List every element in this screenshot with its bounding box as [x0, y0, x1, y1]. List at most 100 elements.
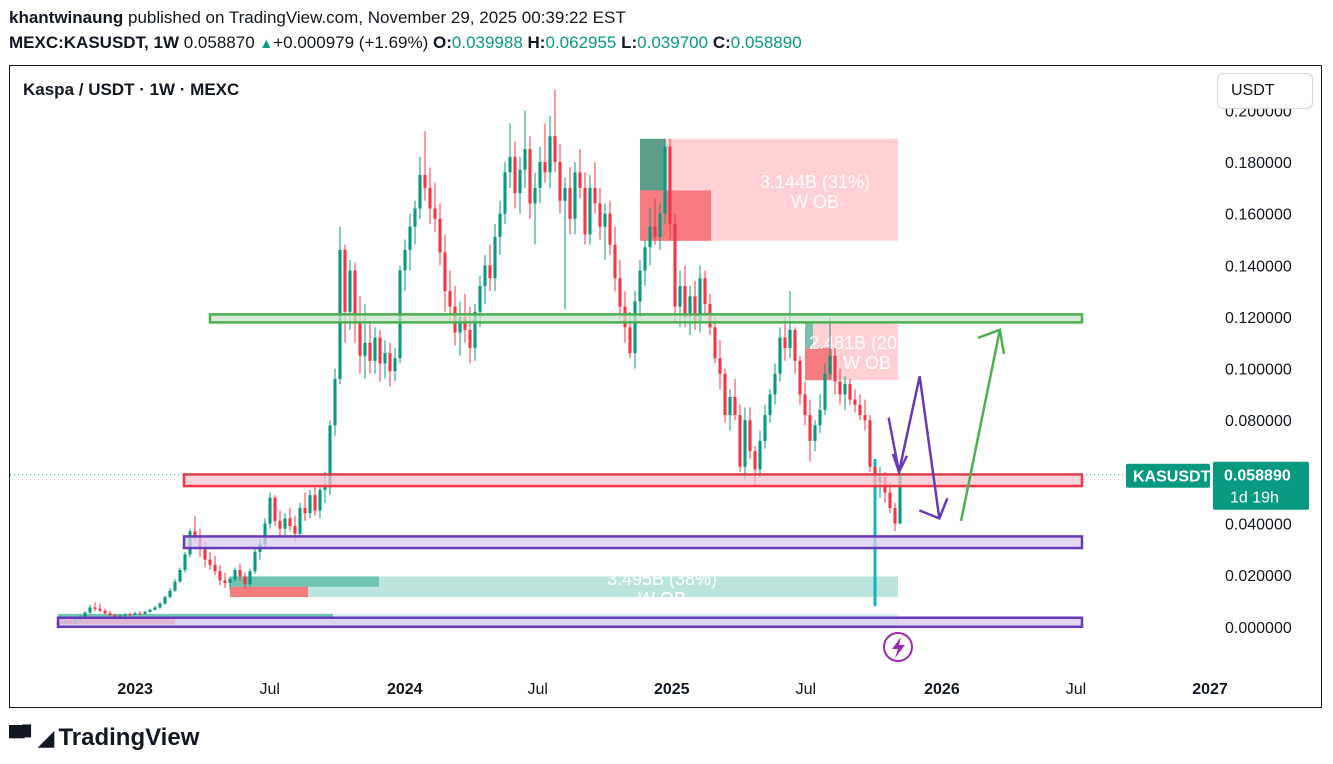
candle-body [413, 208, 417, 227]
candle-body [563, 187, 567, 201]
y-tick-label: 0.080000 [1225, 413, 1292, 430]
candle-body [503, 172, 507, 214]
arrowhead-green-icon [977, 328, 1006, 355]
candle-body [103, 610, 107, 614]
candle-body [133, 613, 137, 615]
candle-body [143, 611, 147, 614]
candle-body [408, 226, 412, 250]
horizontal-zone-support-red[interactable] [182, 473, 1084, 488]
candle-body [228, 579, 232, 583]
candle-body [838, 381, 842, 395]
candle-body [478, 285, 482, 312]
candle-body [438, 218, 442, 253]
candle-body [108, 613, 112, 616]
candle-body [323, 487, 327, 490]
candle-body [523, 149, 527, 170]
volume-profile-bar [805, 347, 832, 381]
candle-body [373, 337, 377, 361]
horizontal-zone-resistance[interactable] [208, 313, 1084, 324]
candle-body [343, 249, 347, 312]
tradingview-logo[interactable]: ▀▘◢ TradingView [9, 724, 199, 752]
brand-name: TradingView [58, 724, 200, 751]
candle-body [308, 495, 312, 514]
candle-body [543, 162, 547, 173]
y-tick-label: 0.040000 [1225, 517, 1292, 534]
symbol-tag-label: KASUSDT [1133, 469, 1211, 486]
close-label: C: [712, 33, 731, 52]
open-value: 0.039988 [451, 33, 523, 52]
tradingview-mark-icon: ▀▘◢ [9, 725, 54, 750]
candle-body [313, 495, 317, 511]
candle-body [663, 146, 667, 214]
candle-body [263, 523, 267, 545]
candle-body [303, 508, 307, 514]
x-tick-label: 2027 [1192, 681, 1228, 698]
candle-body [128, 614, 132, 616]
candle-body [728, 396, 732, 416]
candle-body [378, 337, 382, 364]
candle-body [733, 396, 737, 416]
arrowhead-purple-icon [918, 497, 949, 520]
candle-body [488, 265, 492, 279]
x-tick-label: Jul [528, 681, 548, 698]
candle-body [783, 337, 787, 348]
candle-body [673, 224, 677, 307]
candle-body [813, 425, 817, 441]
ohlc-legend: MEXC:KASUSDT, 1W 0.058870 ▲+0.000979 (+1… [9, 33, 802, 53]
price-tag [1213, 461, 1309, 510]
candle-body [223, 580, 227, 583]
candle-body [123, 614, 127, 616]
candle-body [803, 394, 807, 416]
candle-body [298, 508, 302, 534]
candle-body [393, 358, 397, 372]
x-tick-label: 2023 [117, 681, 153, 698]
candle-body [538, 162, 542, 188]
candle-body [213, 564, 217, 572]
x-tick-label: 2025 [654, 681, 690, 698]
candle-body [553, 136, 557, 163]
candle-body [448, 291, 452, 307]
order-block-zone [230, 576, 898, 598]
candle-body [118, 615, 122, 617]
candle-body [843, 384, 847, 395]
y-tick-label: 0.180000 [1225, 155, 1292, 172]
y-tick-label: 0.140000 [1225, 258, 1292, 275]
candle-body [593, 187, 597, 204]
candle-body [518, 169, 522, 194]
x-tick-label: 2024 [387, 681, 423, 698]
candle-body [798, 360, 802, 395]
candle-body [483, 265, 487, 286]
candle-body [203, 549, 207, 560]
last-price: 0.058870 [183, 33, 255, 52]
candle-body [153, 607, 157, 610]
candle-body [683, 285, 687, 317]
candle-body [238, 569, 242, 577]
candle-body [493, 236, 497, 279]
candle-body [748, 420, 752, 452]
projection-path-purple[interactable] [887, 376, 941, 519]
candle-body [823, 373, 827, 410]
candle-body [88, 607, 92, 613]
y-tick-label: 0.160000 [1225, 207, 1292, 224]
candle-body [658, 213, 662, 237]
price-change: +0.000979 (+1.69%) [273, 33, 429, 52]
projection-path-green[interactable] [959, 329, 1002, 522]
currency-button[interactable]: USDT [1217, 73, 1313, 109]
horizontal-zone-support-purple[interactable] [182, 535, 1084, 550]
author-name[interactable]: khantwinaung [9, 8, 124, 27]
candle-body [418, 174, 422, 209]
candle-body [718, 358, 722, 374]
volume-profile-bar [230, 586, 308, 598]
candle-body [583, 187, 587, 235]
order-block-volume-label: 3.495B (38%) [607, 569, 717, 589]
candle-body [283, 518, 287, 529]
chart-title: Kaspa / USDT · 1W · MEXC [23, 80, 240, 99]
order-block-volume-label: 2.481B (20 [809, 333, 897, 353]
horizontal-zone-base-purple[interactable] [56, 616, 1084, 629]
publish-info: khantwinaung published on TradingView.co… [9, 8, 626, 28]
candle-body [168, 590, 172, 598]
candle-body [633, 301, 637, 354]
candle-body [193, 531, 197, 538]
candle-body [423, 174, 427, 188]
